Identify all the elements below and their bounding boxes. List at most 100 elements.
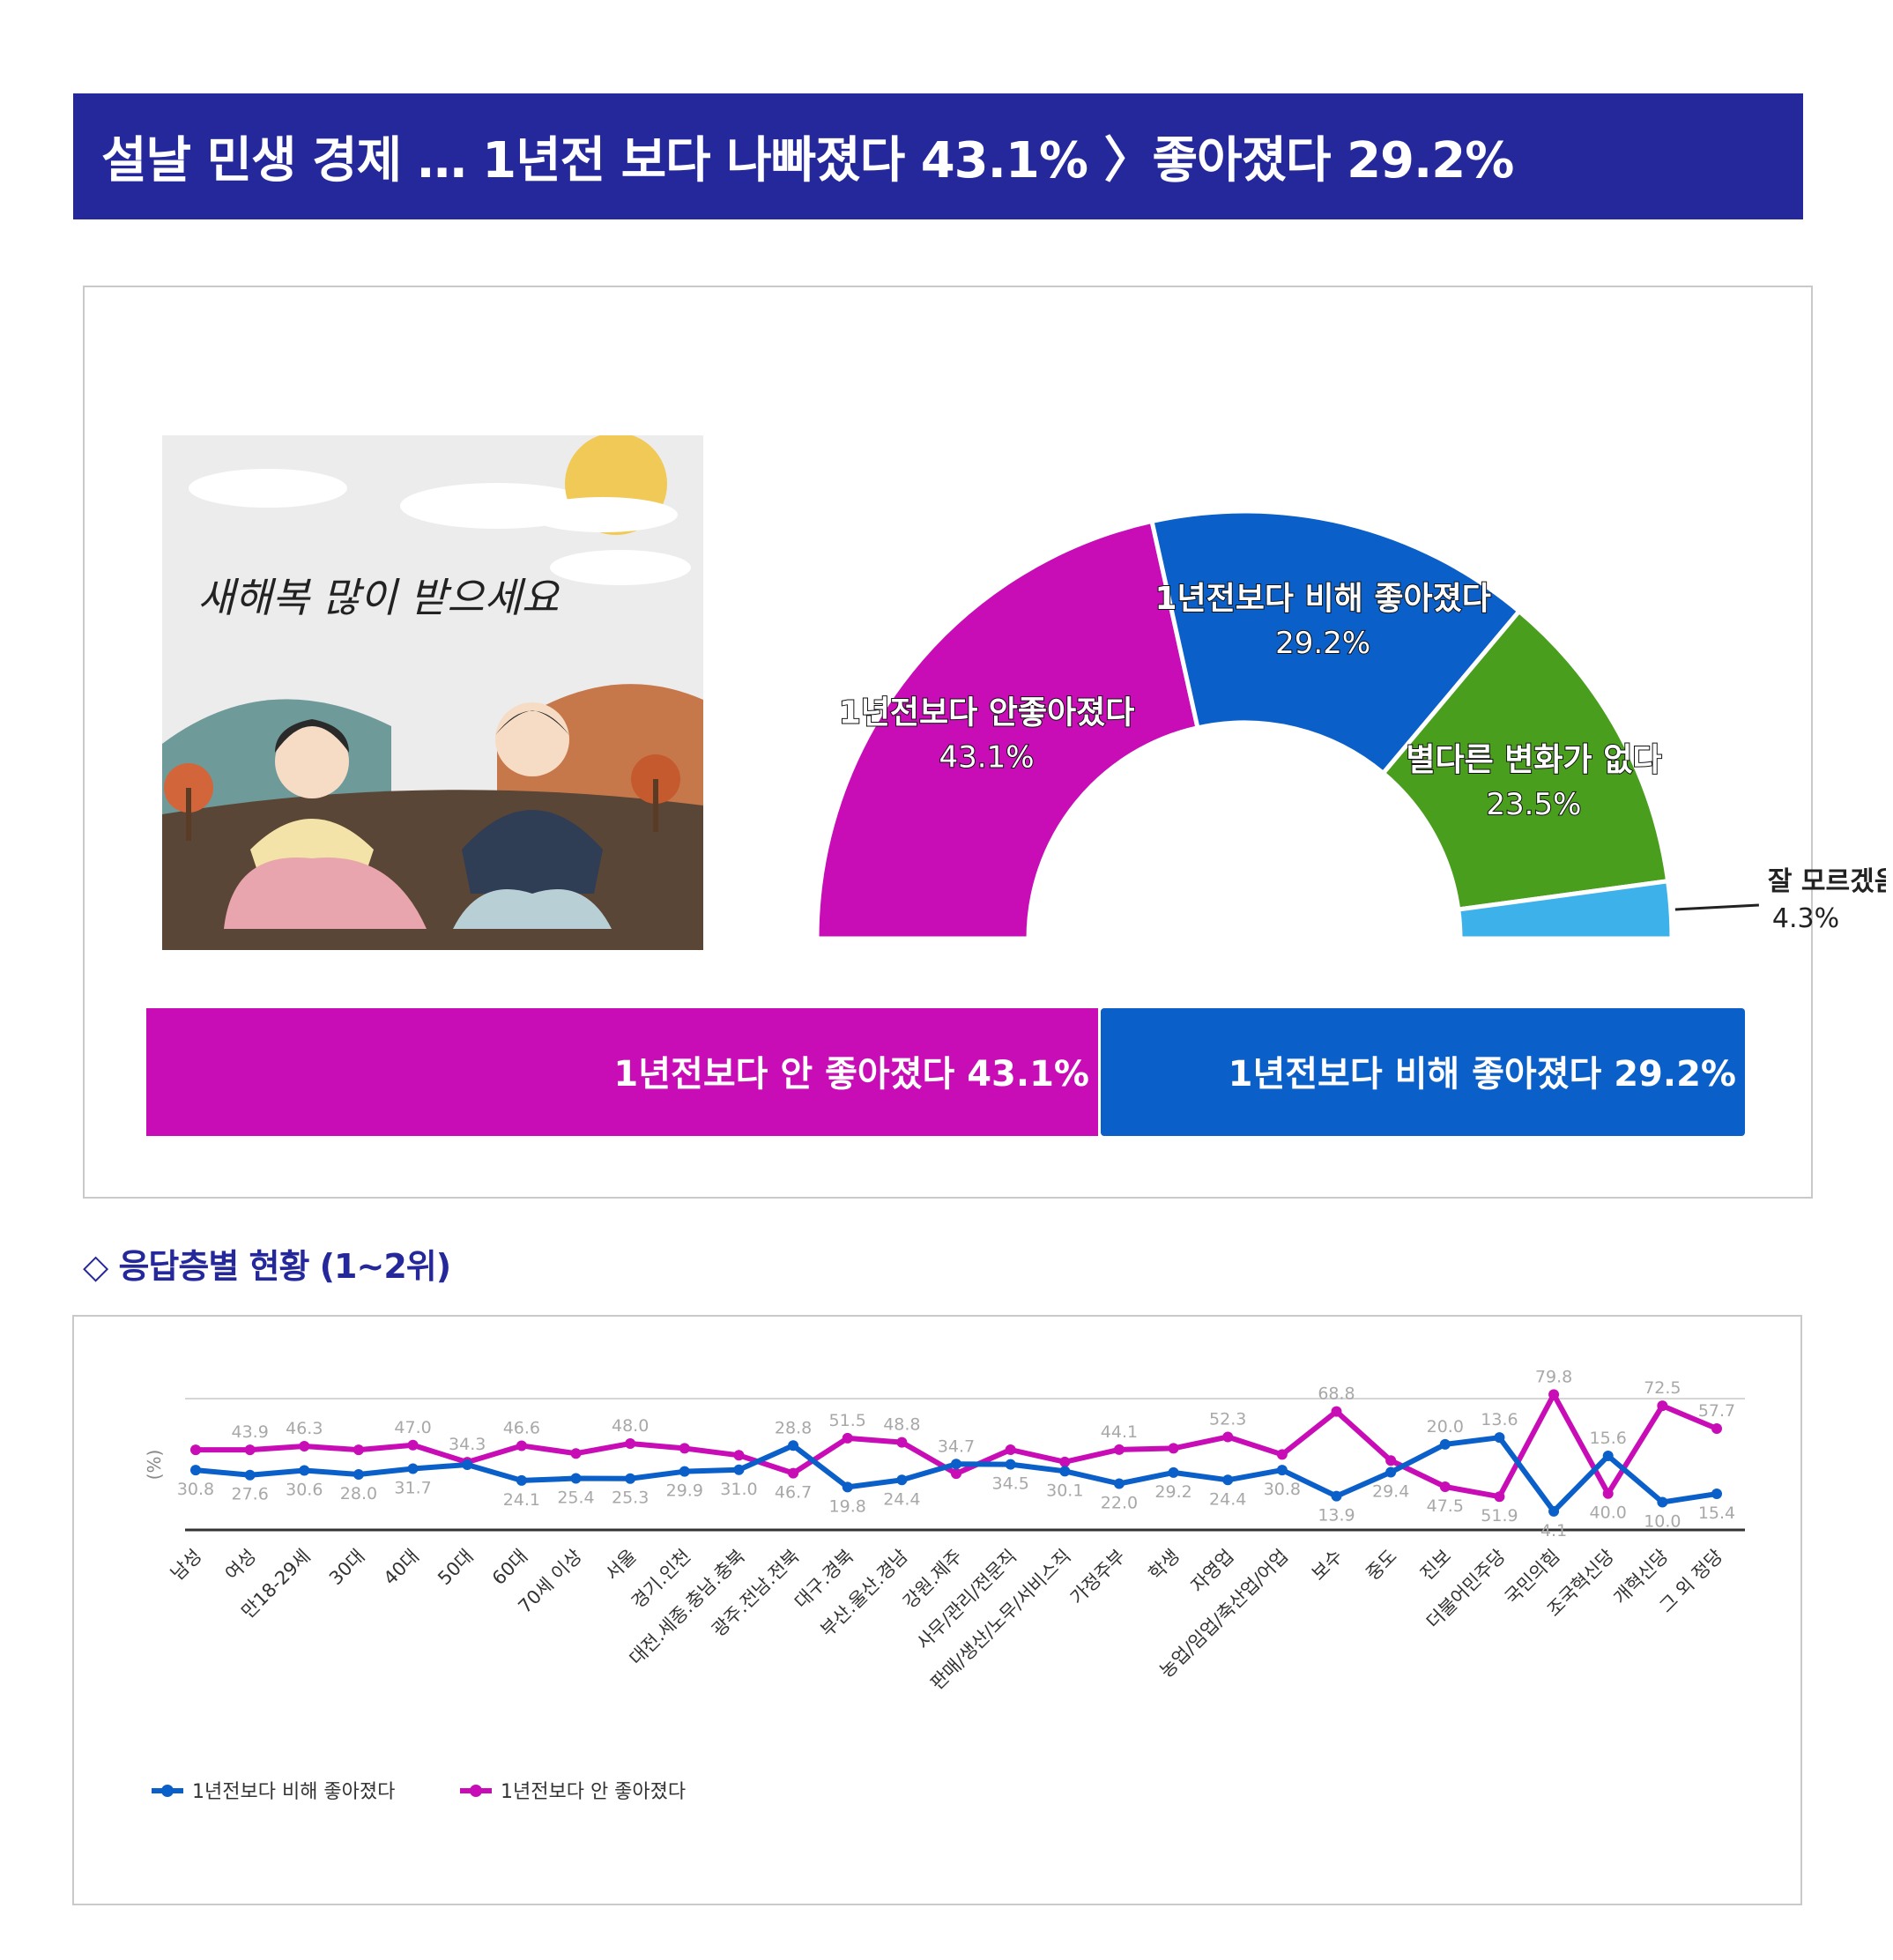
series-point: [1494, 1491, 1505, 1503]
series-point: [733, 1464, 745, 1475]
donut-slice-value: 43.1%: [939, 739, 1035, 775]
series-point: [788, 1440, 799, 1451]
data-label: 31.0: [720, 1480, 757, 1499]
data-label: 24.4: [883, 1489, 920, 1509]
series-point: [516, 1440, 527, 1451]
series-point: [1657, 1496, 1668, 1508]
data-label: 25.3: [612, 1489, 649, 1508]
series-point: [299, 1465, 310, 1476]
x-tick-label: 사무/관리/전문직: [913, 1546, 1021, 1654]
series-point: [1711, 1489, 1722, 1500]
data-label: 46.6: [503, 1418, 540, 1437]
series-point: [1168, 1443, 1179, 1454]
data-label: 34.7: [938, 1437, 975, 1456]
donut-callout-line: [1674, 903, 1759, 911]
series-point: [788, 1467, 799, 1479]
series-point: [1548, 1389, 1560, 1400]
data-label: 46.3: [286, 1419, 323, 1438]
data-label: 51.5: [829, 1411, 866, 1430]
series-point: [353, 1444, 364, 1456]
series-point: [244, 1444, 256, 1456]
donut-slice: [1456, 879, 1674, 941]
series-point: [733, 1450, 745, 1461]
data-label: 43.9: [231, 1422, 268, 1442]
data-label: 72.5: [1644, 1378, 1681, 1398]
y-axis-label: (%): [144, 1450, 165, 1481]
data-label: 30.8: [177, 1480, 214, 1499]
data-label: 40.0: [1590, 1503, 1627, 1523]
x-tick-label: 보수: [1308, 1546, 1347, 1585]
x-tick-label: 60대: [488, 1546, 532, 1590]
section-title: ◇ 응답층별 현황 (1~2위): [83, 1247, 451, 1286]
series-point: [1439, 1438, 1451, 1450]
donut-slice-value: 29.2%: [1275, 626, 1370, 661]
series-point: [1222, 1474, 1234, 1486]
series-point: [570, 1448, 582, 1459]
data-label: 57.7: [1698, 1401, 1735, 1421]
series-point: [1602, 1488, 1614, 1499]
series-point: [1005, 1444, 1016, 1455]
data-label: 28.8: [775, 1418, 812, 1437]
data-label: 31.7: [394, 1479, 431, 1498]
data-label: 30.6: [286, 1480, 323, 1499]
data-label: 22.0: [1101, 1494, 1138, 1513]
data-label: 24.1: [503, 1490, 540, 1510]
series-point: [951, 1468, 961, 1480]
data-label: 24.4: [1209, 1489, 1246, 1509]
donut-slice-label: 잘 모르겠음: [1768, 866, 1886, 897]
data-label: 51.9: [1481, 1506, 1518, 1526]
series-point: [679, 1466, 690, 1477]
x-tick-label: 가정주부: [1066, 1546, 1130, 1609]
data-label: 30.8: [1264, 1480, 1301, 1499]
data-label: 48.8: [883, 1415, 920, 1435]
data-label: 13.9: [1318, 1506, 1355, 1526]
data-label: 68.8: [1318, 1385, 1355, 1404]
series-point: [1439, 1481, 1451, 1492]
summary-bar: 1년전보다 안 좋아졌다 43.1% 1년전보다 비해 좋아졌다 29.2%: [146, 1008, 1745, 1136]
donut-slice-label: 1년전보다 안좋아졌다: [839, 694, 1135, 731]
summary-bar-better: [1101, 1008, 1745, 1136]
half-donut-chart: 1년전보다 안좋아졌다 43.1% 1년전보다 비해 좋아졌다 29.2% 별다른 변화…: [814, 509, 1886, 941]
data-label: 79.8: [1535, 1367, 1572, 1386]
series-point: [1059, 1456, 1071, 1467]
series-point: [1168, 1466, 1179, 1478]
series-point: [462, 1459, 473, 1470]
donut-slice-label: 별다른 변화가 없다: [1406, 742, 1661, 778]
data-label: 30.1: [1046, 1481, 1083, 1500]
legend-label: 1년전보다 안 좋아졌다: [501, 1781, 686, 1803]
data-label: 29.4: [1372, 1482, 1409, 1502]
summary-panel: [83, 286, 1813, 1199]
data-label: 44.1: [1101, 1422, 1138, 1442]
x-tick-label: 자영업: [1187, 1546, 1238, 1597]
series-point: [1331, 1406, 1342, 1417]
data-label: 46.7: [775, 1483, 812, 1503]
series-point: [1385, 1466, 1397, 1478]
series-point: [1548, 1505, 1560, 1517]
data-label: 47.5: [1427, 1496, 1464, 1516]
series-point: [299, 1440, 310, 1451]
x-tick-label: 남성: [167, 1546, 205, 1585]
donut-slice-label: 1년전보다 비해 좋아졌다: [1155, 581, 1491, 617]
series-point: [1005, 1459, 1016, 1470]
data-label: 28.0: [340, 1484, 377, 1503]
series-point: [1602, 1451, 1614, 1461]
line-chart-panel: [72, 1315, 1802, 1905]
data-label: 52.3: [1209, 1409, 1246, 1429]
legend-label: 1년전보다 비해 좋아졌다: [192, 1781, 395, 1803]
series-point: [1113, 1478, 1125, 1489]
data-label: 15.4: [1698, 1503, 1735, 1523]
series-point: [1059, 1466, 1071, 1477]
series-point: [842, 1481, 853, 1493]
series-point: [407, 1439, 419, 1451]
summary-bar-worse: [146, 1008, 1098, 1136]
data-label: 29.9: [666, 1481, 703, 1501]
series-point: [1276, 1465, 1288, 1476]
data-label: 47.0: [394, 1418, 431, 1437]
series-point: [1494, 1432, 1505, 1444]
series-point: [1331, 1490, 1342, 1502]
x-tick-label: 40대: [380, 1546, 424, 1590]
data-label: 34.3: [449, 1435, 486, 1454]
series-point: [1385, 1455, 1397, 1466]
data-label: 20.0: [1427, 1417, 1464, 1437]
summary-bar-worse-label: 1년전보다 안 좋아졌다 43.1%: [613, 1054, 1089, 1095]
